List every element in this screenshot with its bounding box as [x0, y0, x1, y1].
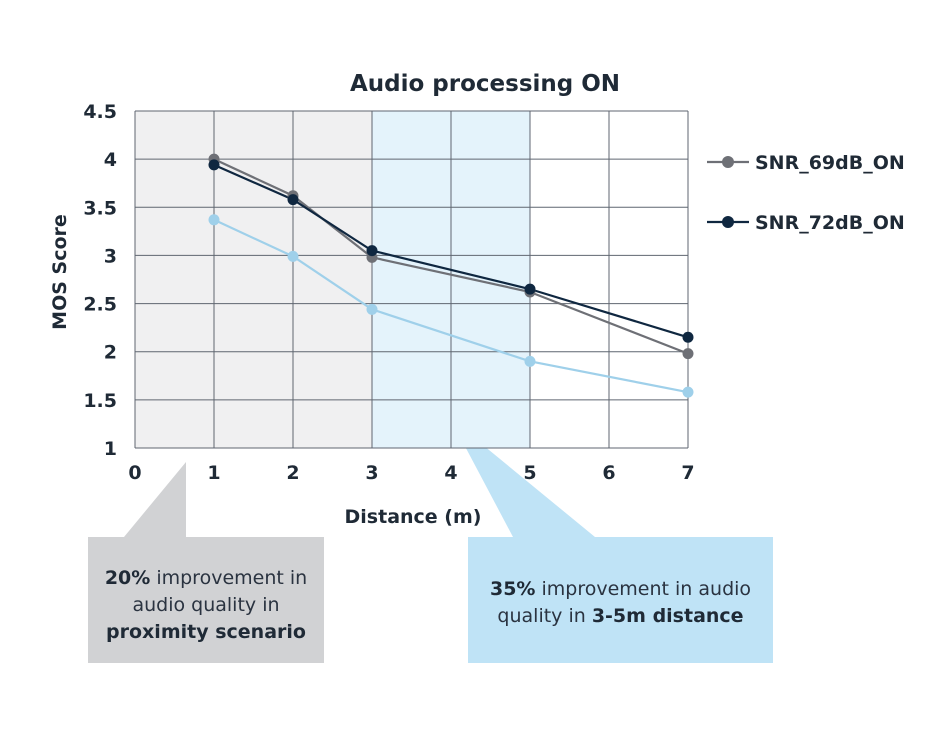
y-ticks: 1 1.5 2 2.5 3 3.5 4 4.5 [83, 101, 117, 460]
x-tick-label: 6 [602, 462, 615, 484]
data-point-1-2 [366, 245, 378, 257]
x-tick-label: 1 [207, 462, 220, 484]
shaded-region-0 [135, 111, 372, 448]
x-tick-label: 3 [365, 462, 378, 484]
callout-proximity-percent: 20% [104, 567, 151, 589]
x-ticks: 0 1 2 3 4 5 6 7 [128, 462, 694, 484]
callout-proximity-text: 20% improvement in audio quality in prox… [88, 565, 324, 646]
grid [134, 110, 689, 449]
callout-shapes [88, 418, 773, 663]
x-tick-label: 4 [444, 462, 457, 484]
y-tick-label: 1.5 [83, 390, 117, 412]
data-point-0-4 [682, 348, 694, 360]
x-axis-label: Distance (m) [345, 506, 482, 528]
x-tick-label: 5 [523, 462, 536, 484]
callout-distance-box [450, 418, 773, 663]
y-tick-label: 4.5 [83, 101, 117, 123]
data-point-2-0 [208, 214, 220, 226]
series-points [208, 153, 694, 398]
x-tick-label: 0 [128, 462, 141, 484]
data-point-1-3 [524, 283, 536, 295]
data-point-2-4 [682, 386, 694, 398]
data-point-2-3 [524, 355, 536, 367]
callout-distance-text: 35% improvement in audio quality in 3-5m… [478, 576, 763, 630]
data-point-1-0 [208, 159, 220, 171]
y-tick-label: 4 [104, 149, 117, 171]
data-point-1-1 [287, 194, 299, 206]
data-point-1-4 [682, 331, 694, 343]
y-tick-label: 1 [104, 438, 117, 460]
y-tick-label: 3 [104, 245, 117, 267]
legend-label-0: SNR_69dB_ON [755, 152, 905, 174]
data-point-2-2 [366, 303, 378, 315]
callout-proximity-emphasis: proximity scenario [106, 621, 306, 643]
x-tick-label: 2 [286, 462, 299, 484]
callout-distance-body: improvement in audio quality in [497, 578, 752, 627]
y-tick-label: 2 [104, 342, 117, 364]
legend: SNR_69dB_ON SNR_72dB_ON [707, 152, 905, 234]
chart-title: Audio processing ON [350, 71, 620, 97]
y-tick-label: 2.5 [83, 294, 117, 316]
legend-marker-0 [722, 156, 734, 168]
legend-marker-1 [722, 216, 734, 228]
callout-proximity-body: improvement in audio quality in [132, 567, 308, 616]
legend-label-1: SNR_72dB_ON [755, 212, 905, 234]
x-tick-label: 7 [681, 462, 694, 484]
y-tick-label: 3.5 [83, 197, 117, 219]
callout-proximity-box [88, 462, 324, 663]
callout-distance-emphasis: 3-5m distance [591, 605, 744, 627]
callout-distance-percent: 35% [489, 578, 536, 600]
y-axis-label: MOS Score [49, 214, 71, 330]
data-point-2-1 [287, 250, 299, 262]
